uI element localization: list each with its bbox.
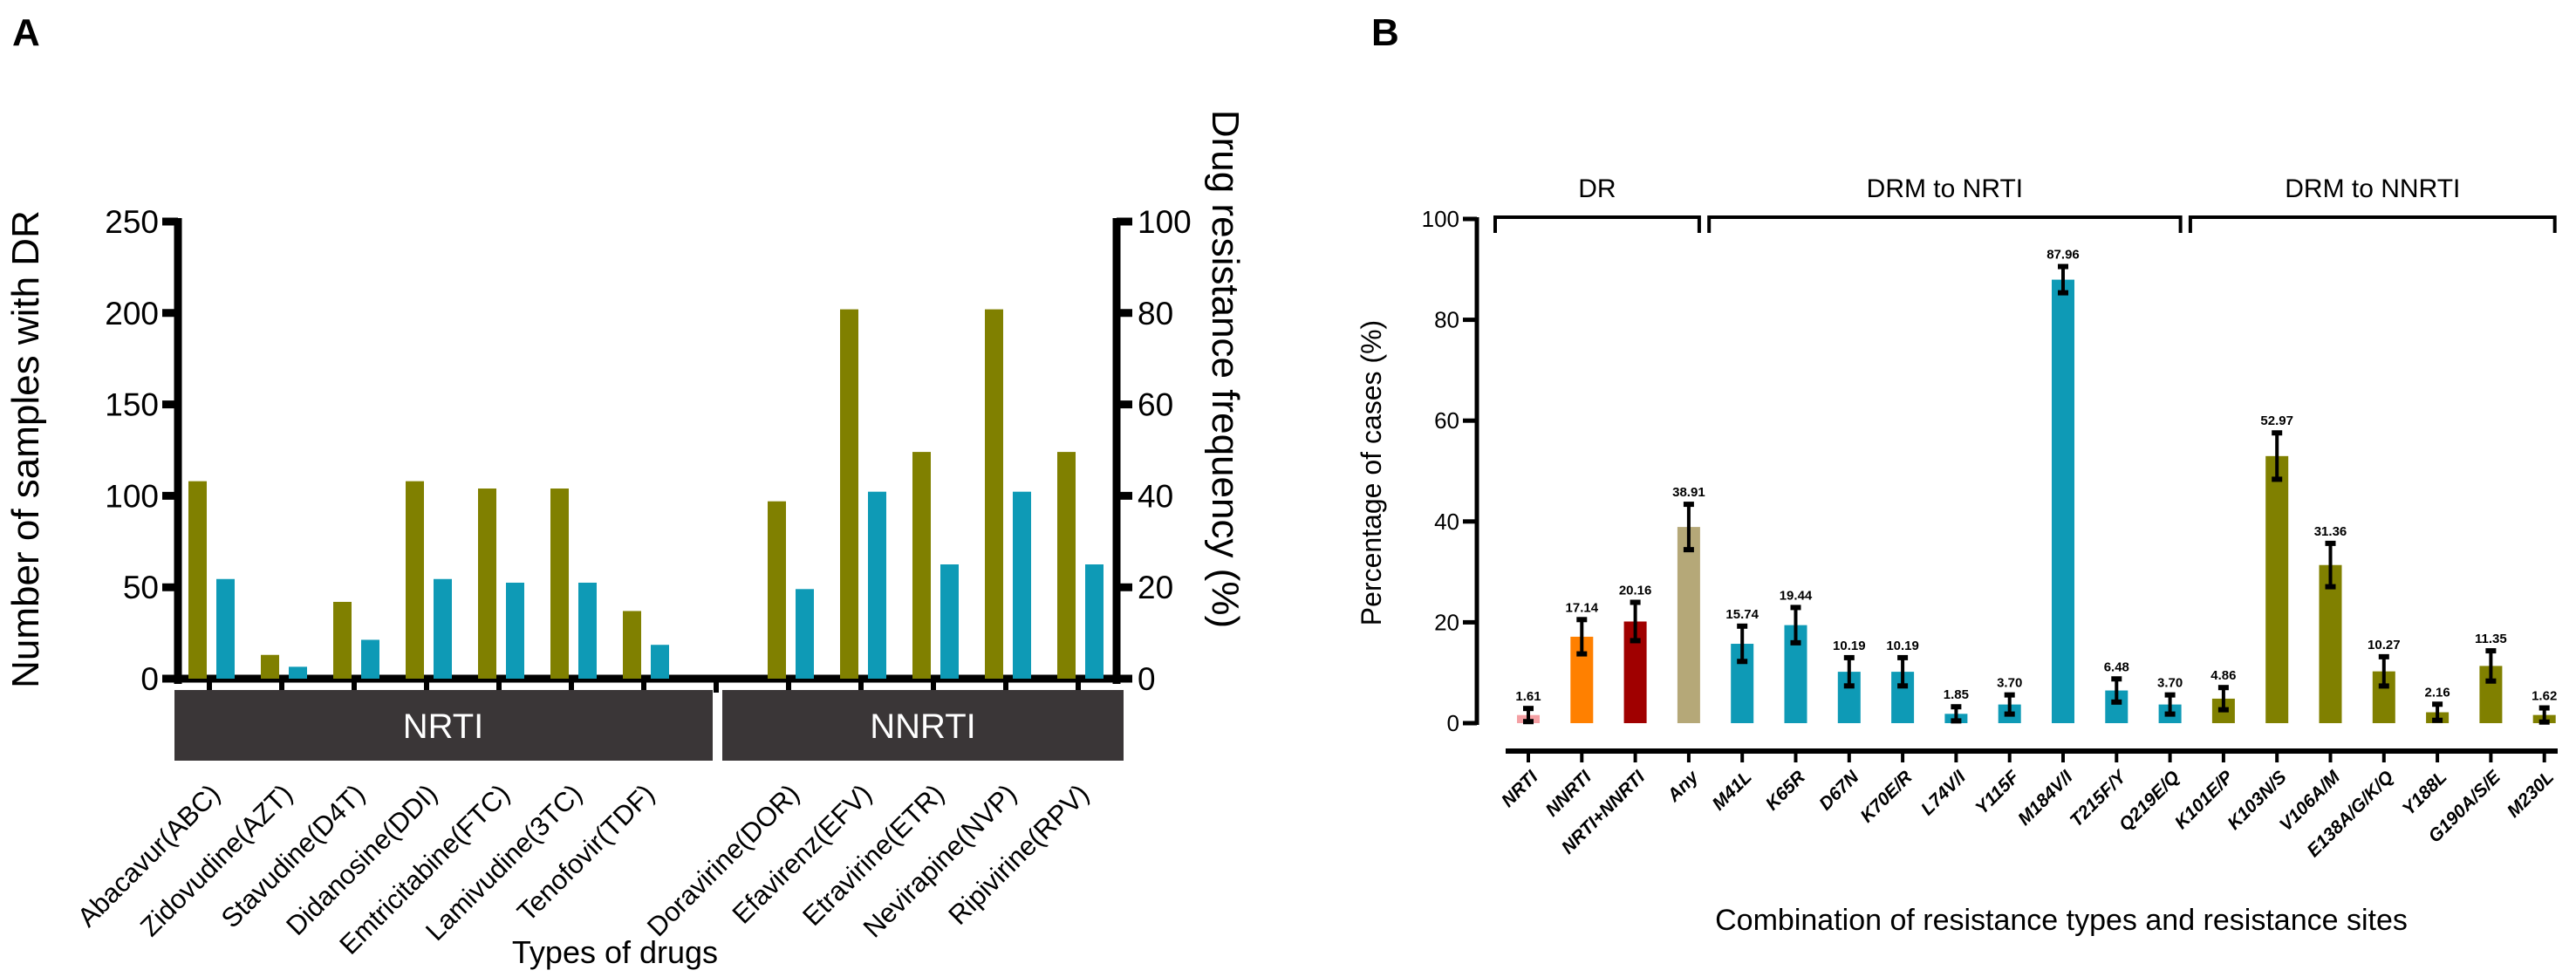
bar-samples-Etravirine(ETR) (912, 452, 931, 679)
bar-V106A/M (2319, 564, 2342, 723)
left-y-axis-title: Number of samples with DR (4, 210, 47, 688)
x-tick-label: Y115F (1971, 766, 2024, 818)
x-tick-label: K70E/R (1856, 767, 1917, 827)
x-tick-label: M230L (2504, 767, 2558, 821)
bracket (2188, 215, 2557, 233)
bar-samples-Ripivirine(RPV) (1057, 452, 1076, 679)
left-y-tick-label: 100 (105, 478, 159, 514)
y-tick-label: 80 (1434, 307, 1459, 333)
bar-samples-Doravirine(DOR) (768, 501, 786, 679)
value-label: 1.61 (1515, 689, 1541, 704)
value-label: 11.35 (2475, 632, 2507, 646)
value-label: 52.97 (2260, 413, 2293, 428)
value-label: 38.91 (1672, 485, 1705, 500)
bar-samples-Abacavur(ABC) (188, 481, 207, 679)
category-label-nnrti: NNRTI (870, 707, 975, 746)
value-label: 20.16 (1619, 584, 1652, 598)
value-label: 1.85 (1944, 687, 1969, 702)
bar-samples-Lamivudine(3TC) (550, 488, 569, 679)
bar-samples-Didanosine(DDI) (406, 481, 424, 679)
bar-frequency-Lamivudine(3TC) (578, 582, 597, 679)
bar-frequency-Ripivirine(RPV) (1085, 564, 1104, 679)
bracket (1707, 215, 2183, 233)
right-y-tick-label: 40 (1138, 478, 1173, 514)
bar-samples-Zidovudine(AZT) (261, 654, 279, 679)
value-label: 31.36 (2314, 524, 2347, 539)
left-y-tick-label: 200 (105, 296, 159, 331)
bracket-label: DRM to NRTI (1867, 174, 2023, 203)
y-tick-label: 100 (1422, 206, 1459, 232)
category-label-nrti: NRTI (403, 707, 484, 746)
x-tick-label: M41L (1709, 767, 1756, 814)
panel-b: B0204060801001.61NRTI17.14NNRTI20.16NRTI… (1356, 11, 2558, 937)
bar-frequency-Etravirine(ETR) (940, 564, 959, 679)
y-tick-label: 40 (1434, 509, 1459, 535)
value-label: 6.48 (2104, 659, 2129, 674)
bar-Any (1677, 527, 1700, 723)
bar-frequency-Tenofovir(TDF) (651, 645, 669, 679)
right-y-tick-label: 60 (1138, 387, 1173, 423)
value-label: 1.62 (2532, 689, 2557, 704)
y-tick-label: 20 (1434, 609, 1459, 635)
bar-K103N/S (2265, 455, 2289, 723)
panel-a: A050100150200250020406080100Abacavur(ABC… (4, 11, 1247, 970)
x-tick-label: K65R (1762, 767, 1810, 815)
value-label: 3.70 (1997, 676, 2022, 691)
bracket (1493, 215, 1701, 233)
right-y-tick-label: 0 (1138, 661, 1156, 697)
bar-frequency-Didanosine(DDI) (434, 578, 452, 679)
bar-samples-Efavirenz(EFV) (840, 309, 858, 679)
bar-frequency-Efavirenz(EFV) (868, 491, 886, 679)
x-tick-label: L74V/I (1917, 766, 1971, 819)
bar-frequency-Abacavur(ABC) (216, 578, 235, 679)
value-label: 15.74 (1725, 607, 1759, 622)
left-y-tick-label: 50 (123, 570, 159, 605)
right-y-axis-title: Drug resistance frequency (%) (1204, 110, 1247, 628)
left-y-tick-label: 0 (140, 661, 159, 697)
left-y-tick-label: 250 (105, 204, 159, 240)
bar-samples-Tenofovir(TDF) (623, 611, 641, 679)
value-label: 17.14 (1566, 600, 1599, 615)
bar-samples-Stavudine(D4T) (333, 601, 352, 679)
value-label: 10.19 (1833, 639, 1866, 653)
bar-frequency-Zidovudine(AZT) (289, 666, 307, 679)
x-axis-title: Types of drugs (512, 934, 718, 970)
x-tick-label: NRTI (1498, 766, 1542, 810)
bracket-label: DR (1578, 174, 1616, 203)
value-label: 10.27 (2368, 638, 2401, 652)
y-axis-title: Percentage of cases (%) (1356, 320, 1387, 625)
x-axis-title: Combination of resistance types and resi… (1715, 904, 2408, 937)
bar-M184V/I (2052, 279, 2074, 723)
x-tick-label: D67N (1815, 767, 1863, 815)
right-y-tick-label: 100 (1138, 204, 1192, 240)
value-label: 10.19 (1886, 639, 1919, 653)
panel-label-a: A (12, 11, 40, 54)
value-label: 3.70 (2157, 676, 2183, 691)
x-tick-label: M184V/I (2014, 766, 2077, 829)
x-tick-label: Any (1663, 766, 1703, 806)
value-label: 2.16 (2424, 685, 2450, 700)
x-tick-label: NNRTI (1541, 766, 1595, 820)
bar-frequency-Doravirine(DOR) (796, 589, 814, 679)
y-tick-label: 0 (1447, 710, 1459, 736)
value-label: 87.96 (2046, 248, 2080, 263)
value-label: 19.44 (1780, 588, 1813, 603)
panel-label-b: B (1371, 11, 1399, 54)
right-y-tick-label: 80 (1138, 296, 1173, 331)
category-box-nnrti (722, 690, 1124, 761)
x-tick-label: Y188L (2399, 767, 2451, 819)
left-y-tick-label: 150 (105, 387, 159, 423)
y-tick-label: 60 (1434, 407, 1459, 434)
bar-frequency-Emtricitabine(FTC) (506, 582, 524, 679)
bracket-label: DRM to NNRTI (2285, 174, 2460, 203)
value-label: 4.86 (2210, 668, 2236, 683)
right-y-tick-label: 20 (1138, 570, 1173, 605)
bar-samples-Emtricitabine(FTC) (478, 488, 496, 679)
bar-frequency-Stavudine(D4T) (361, 639, 379, 679)
bar-samples-Nevirapine(NVP) (985, 309, 1003, 679)
category-box-nrti (174, 690, 713, 761)
bar-frequency-Nevirapine(NVP) (1013, 491, 1031, 679)
